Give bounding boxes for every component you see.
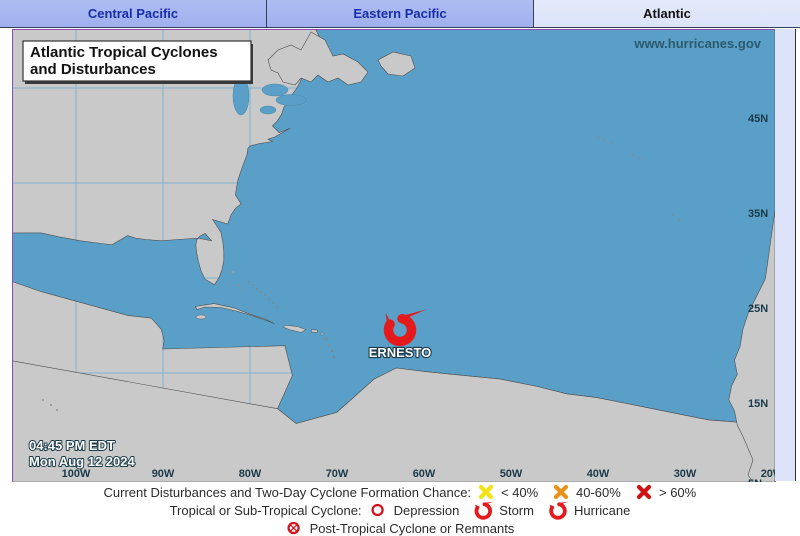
svg-text:80W: 80W: [239, 468, 262, 480]
svg-text:50W: 50W: [500, 468, 523, 480]
svg-text:Mon Aug 12 2024: Mon Aug 12 2024: [29, 454, 135, 469]
svg-text:35N: 35N: [748, 208, 768, 220]
svg-text:Post-Tropical Cyclone or Remna: Post-Tropical Cyclone or Remnants: [310, 521, 515, 536]
svg-text:04:45 PM EDT: 04:45 PM EDT: [29, 438, 115, 453]
svg-text:70W: 70W: [326, 468, 349, 480]
svg-text:45N: 45N: [748, 113, 768, 125]
svg-text:20W: 20W: [761, 468, 775, 480]
svg-text:90W: 90W: [152, 468, 175, 480]
svg-text:25N: 25N: [748, 303, 768, 315]
svg-text:Depression: Depression: [394, 503, 460, 518]
svg-text:40W: 40W: [587, 468, 610, 480]
svg-text:30W: 30W: [674, 468, 697, 480]
svg-text:Atlantic Tropical Cyclones: Atlantic Tropical Cyclones: [30, 44, 218, 61]
svg-text:ERNESTO: ERNESTO: [369, 345, 432, 360]
svg-text:100W: 100W: [62, 468, 91, 480]
svg-text:Tropical or Sub-Tropical Cyclo: Tropical or Sub-Tropical Cyclone:: [170, 503, 362, 518]
svg-text:> 60%: > 60%: [659, 485, 697, 500]
svg-text:< 40%: < 40%: [501, 485, 539, 500]
svg-text:www.hurricanes.gov: www.hurricanes.gov: [633, 36, 761, 51]
svg-text:and Disturbances: and Disturbances: [30, 61, 156, 78]
svg-text:Hurricane: Hurricane: [574, 503, 630, 518]
svg-text:15N: 15N: [748, 398, 768, 410]
svg-text:60W: 60W: [413, 468, 436, 480]
svg-text:Storm: Storm: [499, 503, 534, 518]
svg-text:Current Disturbances and Two-D: Current Disturbances and Two-Day Cyclone…: [104, 485, 472, 500]
svg-text:40-60%: 40-60%: [576, 485, 621, 500]
